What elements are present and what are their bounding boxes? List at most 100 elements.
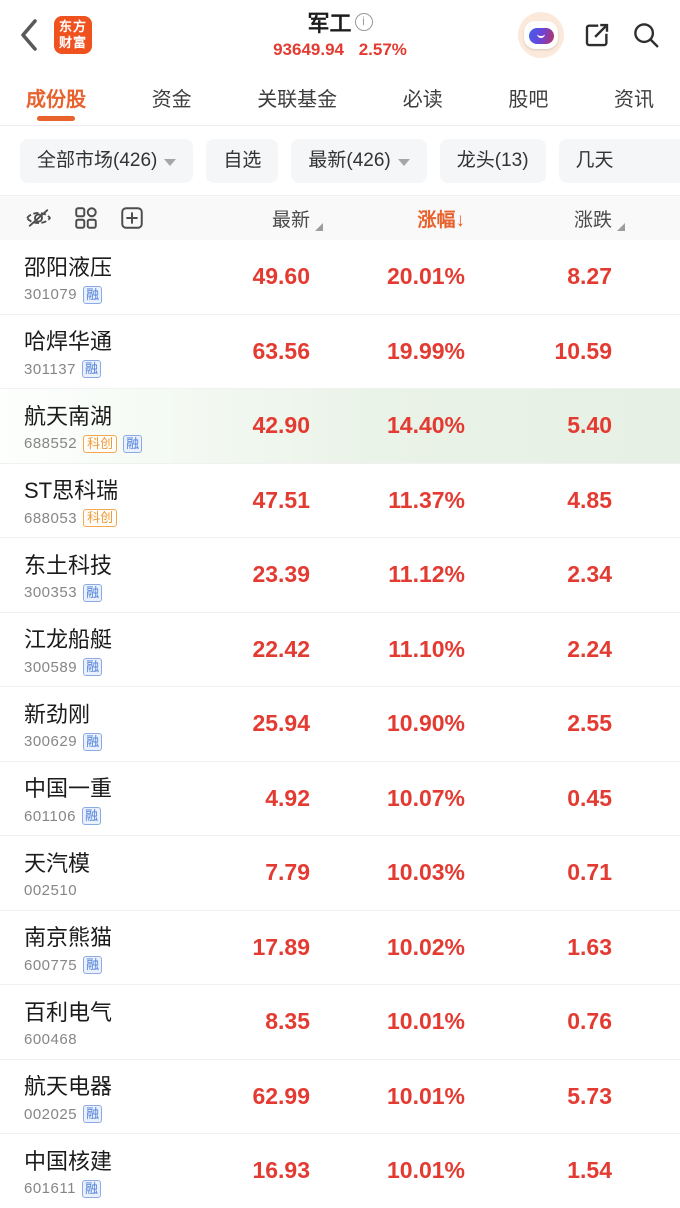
table-row[interactable]: 江龙船艇 300589 融 22.42 11.10% 2.24 — [0, 612, 680, 687]
stock-change-abs: 2.24 — [567, 635, 612, 662]
stock-change-pct: 10.07% — [386, 784, 465, 811]
margin-badge: 融 — [83, 285, 103, 304]
info-icon[interactable]: i — [354, 13, 373, 31]
table-row[interactable]: 南京熊猫 600775 融 17.89 10.02% 1.63 — [0, 910, 680, 985]
table-row[interactable]: 东土科技 300353 融 23.39 11.12% 2.34 — [0, 538, 680, 613]
stock-price: 63.56 — [252, 337, 310, 364]
stock-name: 东土科技 — [24, 552, 113, 578]
stock-change-pct: 10.01% — [386, 1082, 465, 1109]
stock-change-abs: 10.59 — [554, 337, 612, 364]
chevron-down-icon — [397, 158, 410, 166]
stock-change-pct: 10.01% — [386, 1008, 465, 1035]
table-row[interactable]: 中国核建 601611 融 16.93 10.01% 1.54 — [0, 1134, 680, 1208]
hide-eye-icon[interactable] — [24, 205, 53, 231]
stock-change-pct: 11.10% — [388, 635, 465, 662]
stock-code: 688552 — [24, 435, 78, 453]
stock-price: 16.93 — [252, 1157, 310, 1184]
index-change: 2.57% — [358, 40, 407, 59]
stock-code: 688053 — [24, 509, 78, 527]
stock-name: 天汽模 — [24, 851, 91, 877]
stock-change-abs: 2.55 — [567, 710, 612, 737]
stock-name: 哈焊华通 — [24, 329, 113, 355]
back-button[interactable] — [18, 15, 48, 55]
stock-price: 42.90 — [252, 412, 310, 439]
stock-change-pct: 10.03% — [386, 859, 465, 886]
stock-change-abs: 8.27 — [567, 263, 612, 290]
table-row[interactable]: 中国一重 601106 融 4.92 10.07% 0.45 — [0, 761, 680, 836]
margin-badge: 融 — [81, 807, 101, 826]
table-row[interactable]: 百利电气 600468 8.35 10.01% 0.76 — [0, 985, 680, 1060]
search-button[interactable] — [630, 19, 662, 51]
column-latest[interactable]: 最新 — [272, 205, 323, 232]
stock-name: 航天电器 — [24, 1074, 113, 1100]
tab-股吧[interactable]: 股吧 — [508, 89, 549, 111]
share-button[interactable] — [581, 19, 613, 51]
logo-text-1: 东方 — [58, 18, 87, 34]
tab-资讯[interactable]: 资讯 — [613, 89, 654, 111]
stock-table-body: 邵阳液压 301079 融 49.60 20.01% 8.27 哈焊华通 301… — [0, 240, 680, 1208]
margin-badge: 融 — [83, 583, 103, 602]
filter-chip[interactable]: 龙头(13) — [439, 138, 546, 183]
add-column-icon[interactable] — [119, 205, 145, 231]
page-title: 军工 — [307, 11, 352, 36]
tab-资金[interactable]: 资金 — [151, 89, 192, 111]
stock-code: 301137 — [24, 360, 76, 378]
stock-change-pct: 20.01% — [386, 263, 465, 290]
margin-badge: 融 — [83, 1105, 103, 1124]
stock-change-abs: 2.34 — [567, 561, 612, 588]
eastmoney-logo[interactable]: 东方 财富 — [54, 16, 92, 54]
stock-name: ST思科瑞 — [24, 478, 119, 504]
filter-chip[interactable]: 最新(426) — [291, 138, 427, 183]
table-row[interactable]: 邵阳液压 301079 融 49.60 20.01% 8.27 — [0, 240, 680, 315]
stock-code: 300629 — [24, 733, 78, 751]
margin-badge: 融 — [81, 360, 101, 379]
stock-change-abs: 1.54 — [567, 1157, 612, 1184]
stock-change-abs: 5.40 — [567, 412, 612, 439]
table-row[interactable]: 航天电器 002025 融 62.99 10.01% 5.73 — [0, 1059, 680, 1134]
index-value: 93649.94 — [273, 40, 344, 59]
stock-change-abs: 5.73 — [567, 1082, 612, 1109]
table-row[interactable]: 天汽模 002510 7.79 10.03% 0.71 — [0, 836, 680, 911]
table-row[interactable]: ST思科瑞 688053 科创 47.51 11.37% 4.85 — [0, 463, 680, 538]
stock-code: 601611 — [24, 1180, 76, 1198]
back-chevron-icon — [21, 19, 37, 51]
stock-code: 601106 — [24, 807, 76, 825]
stock-price: 17.89 — [252, 933, 310, 960]
stock-change-pct: 10.01% — [386, 1157, 465, 1184]
tab-必读[interactable]: 必读 — [402, 89, 443, 111]
stock-name: 新劲刚 — [24, 701, 91, 727]
column-change-abs[interactable]: 涨跌 — [574, 205, 625, 232]
stock-change-abs: 0.71 — [567, 859, 612, 886]
table-row[interactable]: 哈焊华通 301137 融 63.56 19.99% 10.59 — [0, 314, 680, 389]
share-icon — [585, 23, 609, 47]
stock-price: 4.92 — [265, 784, 310, 811]
table-row[interactable]: 新劲刚 300629 融 25.94 10.90% 2.55 — [0, 687, 680, 762]
margin-badge: 融 — [83, 956, 103, 975]
top-nav-bar: 东方 财富 军工 i 93649.94 2.57% — [0, 0, 680, 70]
stock-change-pct: 10.02% — [386, 933, 465, 960]
stock-price: 49.60 — [252, 263, 310, 290]
logo-text-2: 财富 — [58, 35, 87, 50]
stock-change-abs: 0.45 — [567, 784, 612, 811]
sort-desc-arrow-icon: ↓ — [455, 209, 466, 231]
column-change-pct[interactable]: 涨幅↓ — [417, 209, 466, 231]
stock-name: 中国一重 — [24, 776, 113, 802]
tab-关联基金[interactable]: 关联基金 — [257, 89, 338, 111]
stock-change-abs: 0.76 — [567, 1008, 612, 1035]
stock-code: 300353 — [24, 584, 78, 602]
filter-chip[interactable]: 全部市场(426) — [20, 138, 194, 183]
filter-chip[interactable]: 几天 — [558, 138, 680, 183]
stock-name: 邵阳液压 — [24, 254, 113, 280]
sort-indicator-icon — [617, 222, 625, 231]
margin-badge: 融 — [123, 434, 143, 453]
stock-name: 南京熊猫 — [24, 925, 113, 951]
search-icon — [634, 23, 659, 48]
stock-name: 百利电气 — [24, 1000, 113, 1026]
stock-change-pct: 11.12% — [388, 561, 465, 588]
layout-grid-icon[interactable] — [73, 205, 99, 231]
table-row[interactable]: 航天南湖 688552 科创融 42.90 14.40% 5.40 — [0, 389, 680, 464]
filter-chip[interactable]: 自选 — [206, 138, 279, 183]
assistant-avatar[interactable] — [518, 12, 564, 58]
tab-成份股[interactable]: 成份股 — [24, 69, 88, 126]
stock-code: 301079 — [24, 286, 78, 304]
